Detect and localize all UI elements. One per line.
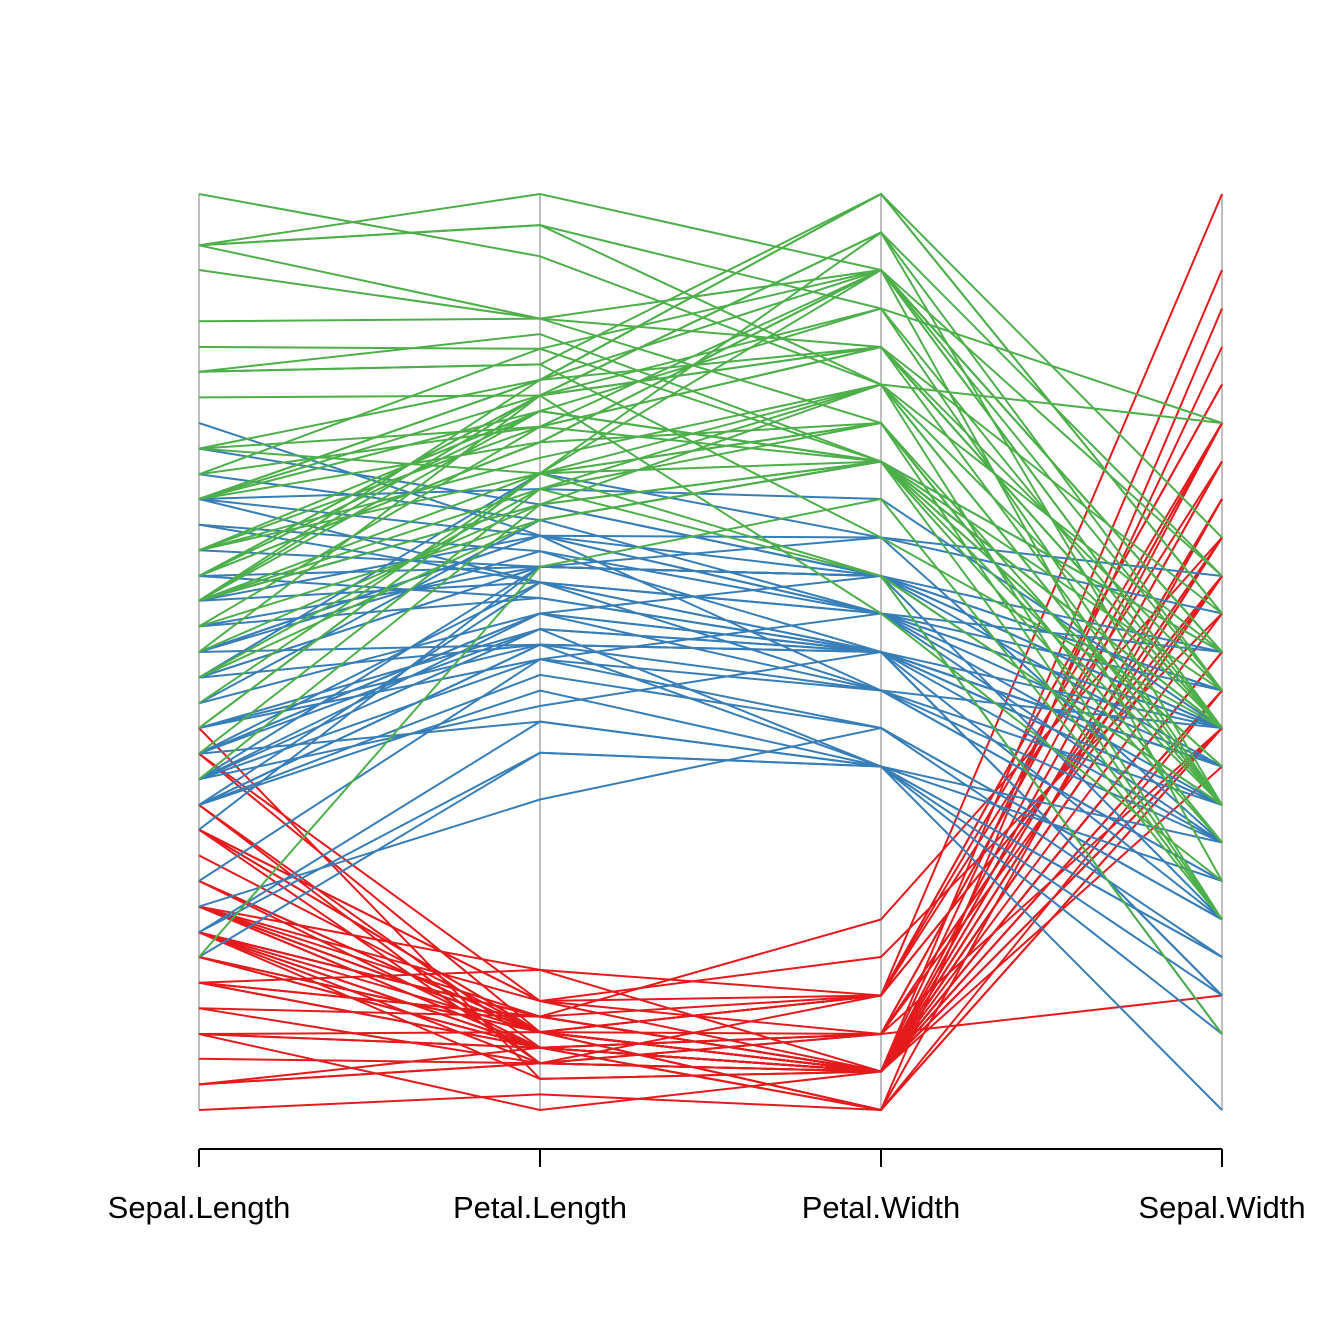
x-axis: [198, 1148, 1223, 1167]
tick-label-petal-width: Petal.Width: [802, 1190, 961, 1225]
line-versicolor-33: [198, 658, 1223, 844]
line-versicolor-38: [198, 581, 1223, 997]
line-virginica-34: [198, 472, 1223, 806]
axis-labels: Sepal.Length Petal.Length Petal.Width Sepal…: [108, 1190, 1306, 1225]
line-virginica-47: [198, 421, 1223, 921]
line-versicolor-31: [198, 673, 1223, 958]
line-virginica-46: [198, 268, 1223, 729]
line-virginica-38: [198, 410, 1223, 692]
line-setosa-17: [198, 384, 1223, 1065]
tick-label-sepal-width: Sepal.Width: [1138, 1190, 1305, 1225]
line-virginica-40: [198, 345, 1223, 692]
line-setosa-42: [198, 994, 1223, 1065]
line-virginica-43: [198, 421, 1223, 844]
tick-label-petal-length: Petal.Length: [453, 1190, 627, 1225]
line-virginica-35: [198, 394, 1223, 882]
line-virginica-20: [198, 487, 1223, 1035]
line-versicolor-32: [198, 689, 1223, 958]
line-versicolor-49: [198, 726, 1223, 921]
line-versicolor-43: [198, 643, 1223, 882]
line-virginica-42: [198, 268, 1223, 692]
line-setosa-14: [198, 727, 1223, 1112]
line-virginica-49: [198, 268, 1223, 628]
series-lines: [198, 192, 1223, 1112]
line-virginica-48: [198, 383, 1223, 729]
line-versicolor-50: [198, 628, 1223, 806]
line-versicolor-44: [198, 751, 1223, 997]
line-virginica-45: [198, 192, 1223, 615]
line-versicolor-13: [198, 643, 1223, 1035]
tick-label-sepal-length: Sepal.Length: [108, 1190, 291, 1225]
line-virginica-50: [198, 460, 1223, 729]
line-virginica-44: [198, 268, 1223, 653]
